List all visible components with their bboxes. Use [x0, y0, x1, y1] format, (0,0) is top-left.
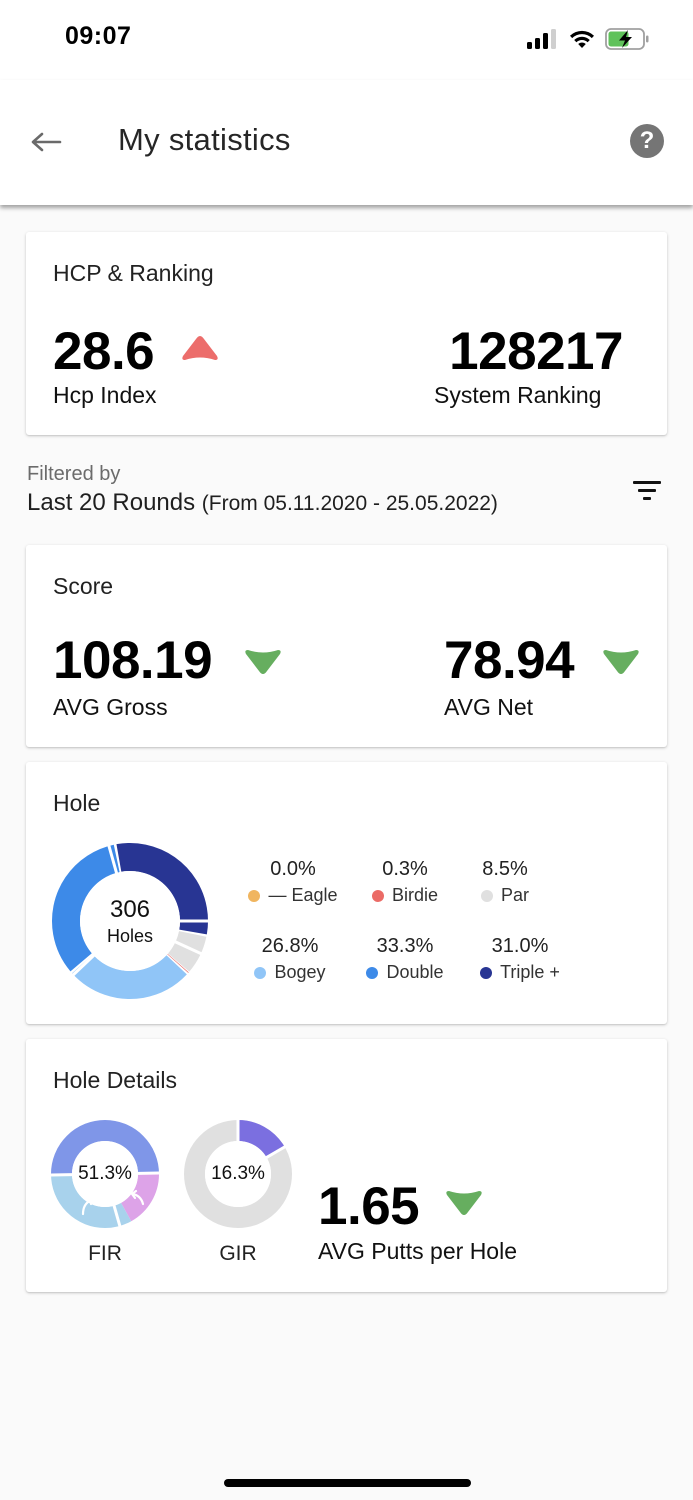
status-bar: 09:07 [0, 0, 693, 80]
gir-donut-chart [184, 1120, 292, 1228]
trend-up-icon [182, 336, 218, 360]
double-dot-icon [366, 966, 379, 979]
hole-details-card: Hole Details 51.3% FIR 16.3% [26, 1039, 667, 1292]
app-bar: My statistics ? [0, 80, 693, 205]
total-holes-value: 306 [109, 896, 151, 923]
fir-donut-chart [51, 1120, 159, 1228]
back-button[interactable] [28, 124, 64, 160]
score-card: Score 108.19 AVG Gross 78.94 AVG Net [26, 545, 667, 747]
hcp-index-value: 28.6 [53, 322, 155, 381]
help-circle-icon: ? [639, 127, 655, 154]
triple-dot-icon [480, 966, 493, 979]
battery-charging-icon [605, 28, 649, 50]
filter-label: Filtered by [27, 463, 121, 485]
fir-value: 51.3% [78, 1163, 132, 1184]
legend-pct: 0.3% [382, 858, 428, 880]
card-title: Hole [53, 790, 101, 816]
legend-pct: 33.3% [376, 935, 434, 957]
avg-putts-value: 1.65 [318, 1177, 420, 1236]
cellular-signal-icon [527, 29, 556, 49]
legend-item-birdie: 0.3% Birdie [350, 858, 460, 906]
legend-pct: 0.0% [270, 858, 316, 880]
gir-value: 16.3% [211, 1163, 265, 1184]
status-time: 09:07 [65, 22, 132, 50]
avg-net-value: 78.94 [444, 631, 575, 690]
total-holes-label: Holes [106, 926, 154, 946]
system-ranking-value: 128217 [449, 322, 623, 381]
trend-down-icon [603, 650, 639, 674]
bogey-dot-icon [254, 966, 267, 979]
hole-card: Hole 306 Holes [26, 762, 667, 1024]
legend-label: Double [386, 962, 444, 982]
card-title: HCP & Ranking [53, 260, 214, 286]
filter-button[interactable] [631, 478, 663, 504]
avg-gross-label: AVG Gross [53, 694, 168, 720]
hole-donut-center: 306 Holes [80, 896, 180, 947]
legend-item-eagle: 0.0% — Eagle [238, 858, 348, 906]
avg-putts-label: AVG Putts per Hole [318, 1238, 517, 1264]
avg-gross-value: 108.19 [53, 631, 213, 690]
system-ranking-label: System Ranking [434, 382, 602, 408]
legend-pct: 26.8% [261, 935, 319, 957]
fir-label: FIR [88, 1242, 122, 1265]
legend-label: Birdie [391, 885, 439, 905]
wifi-icon [570, 30, 594, 48]
legend-item-par: 8.5% Par [450, 858, 560, 906]
filter-icon [633, 481, 661, 500]
arrow-left-icon [31, 132, 62, 152]
gir-label: GIR [219, 1242, 257, 1265]
legend-item-bogey: 26.8% Bogey [235, 935, 345, 983]
page-title: My statistics [118, 122, 291, 157]
birdie-dot-icon [371, 889, 384, 902]
trend-down-icon [446, 1191, 482, 1215]
hole-donut-chart [52, 841, 210, 1000]
legend-label: Bogey [274, 962, 326, 982]
filter-date-range: (From 05.11.2020 - 25.05.2022) [201, 492, 498, 515]
filter-rounds: Last 20 Rounds [27, 489, 196, 516]
legend-label: Triple + [500, 962, 560, 982]
legend-label: Par [500, 885, 529, 905]
eagle-dot-icon [248, 889, 261, 902]
legend-item-triple: 31.0% Triple + [465, 935, 575, 983]
card-title: Score [53, 573, 114, 599]
segment-bogey [52, 843, 208, 1000]
avg-net-label: AVG Net [444, 694, 534, 720]
status-icons [527, 28, 651, 50]
hcp-ranking-card: HCP & Ranking 28.6 Hcp Index 128217 Syst… [26, 232, 667, 435]
segment-triple [52, 843, 208, 1000]
hcp-index-label: Hcp Index [53, 382, 157, 408]
legend-pct: 31.0% [491, 935, 549, 957]
help-button[interactable]: ? [630, 124, 664, 158]
segment-double [52, 843, 208, 1000]
trend-down-icon [245, 650, 281, 674]
home-indicator[interactable] [224, 1479, 471, 1487]
legend-pct: 8.5% [482, 858, 528, 880]
par-dot-icon [480, 889, 493, 902]
legend-label: — Eagle [268, 885, 338, 905]
card-title: Hole Details [53, 1067, 177, 1093]
filter-value: Last 20 Rounds (From 05.11.2020 - 25.05.… [27, 489, 498, 517]
legend-item-double: 33.3% Double [350, 935, 460, 983]
